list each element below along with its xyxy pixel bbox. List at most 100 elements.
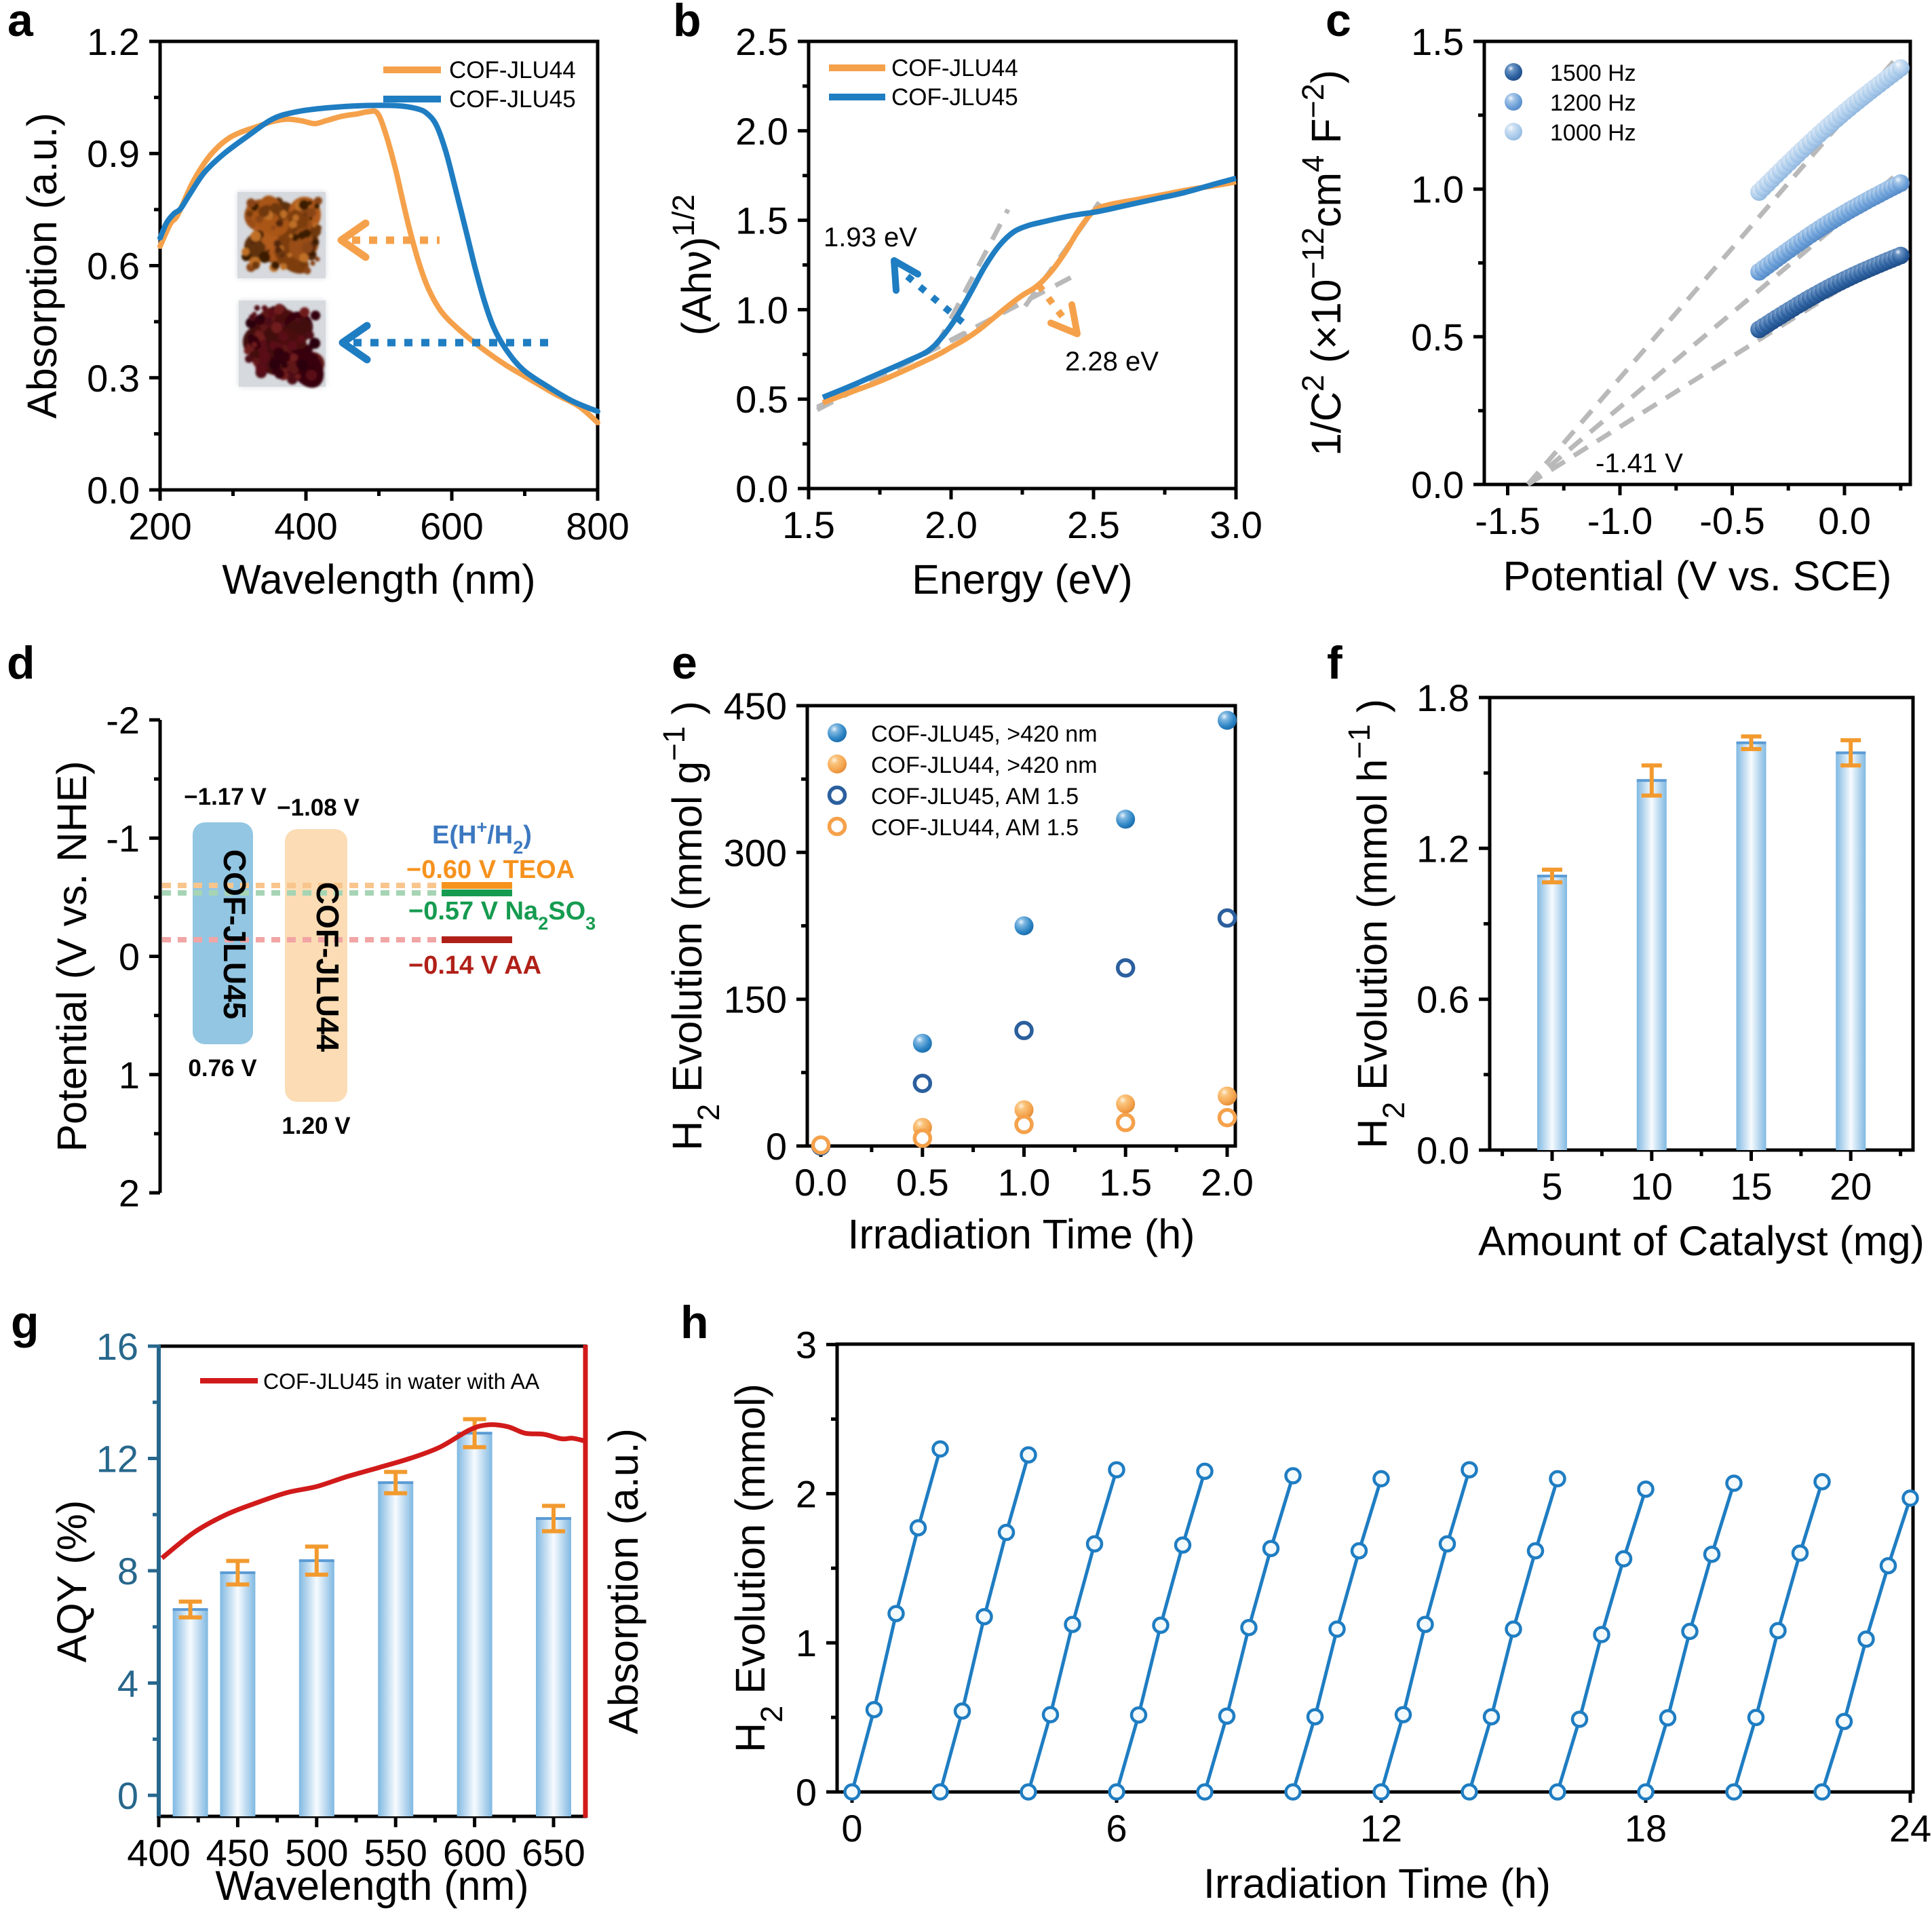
svg-text:2.0: 2.0 [925,503,978,546]
svg-text:2.5: 2.5 [1067,503,1120,546]
svg-text:1.0: 1.0 [735,288,788,331]
svg-text:150: 150 [724,978,787,1021]
svg-text:18: 18 [1625,1807,1667,1850]
svg-text:20: 20 [1830,1165,1872,1208]
svg-text:6: 6 [1106,1807,1127,1850]
svg-text:1.5: 1.5 [735,199,788,242]
svg-text:5: 5 [1541,1165,1562,1208]
svg-text:12: 12 [1360,1807,1402,1850]
svg-text:16: 16 [96,1325,138,1368]
svg-text:1.5: 1.5 [782,503,835,546]
svg-text:12: 12 [96,1438,138,1481]
svg-text:200: 200 [128,505,191,548]
svg-text:−1.08 V: −1.08 V [277,795,360,821]
svg-text:COF-JLU44: COF-JLU44 [449,57,576,83]
svg-text:2.0: 2.0 [1201,1161,1254,1204]
svg-text:g: g [11,1297,39,1348]
svg-text:Energy (eV): Energy (eV) [912,556,1132,603]
svg-text:Wavelength (nm): Wavelength (nm) [222,556,535,603]
svg-text:0.0: 0.0 [794,1161,847,1204]
svg-text:450: 450 [206,1831,269,1874]
svg-text:b: b [673,0,701,46]
svg-text:Irradiation Time (h): Irradiation Time (h) [1203,1860,1551,1907]
svg-text:Irradiation Time (h): Irradiation Time (h) [848,1211,1195,1257]
svg-text:15: 15 [1730,1165,1772,1208]
svg-text:COF-JLU45: COF-JLU45 [449,86,576,113]
svg-text:1.5: 1.5 [1099,1161,1152,1204]
svg-text:Amount of Catalyst (mg): Amount of Catalyst (mg) [1478,1218,1925,1264]
svg-text:COF-JLU44: COF-JLU44 [310,882,345,1052]
svg-text:Wavelength (nm): Wavelength (nm) [215,1863,528,1909]
svg-text:COF-JLU44, AM 1.5: COF-JLU44, AM 1.5 [871,815,1079,841]
svg-text:3.0: 3.0 [1210,503,1262,546]
svg-text:1.8: 1.8 [1416,676,1469,719]
svg-text:2: 2 [119,1172,140,1215]
svg-text:600: 600 [443,1831,506,1874]
svg-text:0: 0 [117,1774,138,1817]
svg-text:Potential (V vs. NHE): Potential (V vs. NHE) [49,761,95,1151]
svg-text:-1.41 V: -1.41 V [1596,448,1683,478]
svg-text:0.0: 0.0 [735,467,788,510]
svg-text:1200 Hz: 1200 Hz [1550,90,1636,116]
svg-text:2: 2 [796,1472,817,1515]
svg-text:1.2: 1.2 [1416,827,1469,870]
svg-text:1.0: 1.0 [1411,168,1464,211]
svg-text:4: 4 [117,1662,138,1705]
svg-text:8: 8 [117,1550,138,1592]
svg-text:-1.0: -1.0 [1587,499,1653,542]
svg-text:−1.17 V: −1.17 V [184,784,267,810]
svg-text:COF-JLU45: COF-JLU45 [891,84,1018,111]
svg-text:0.6: 0.6 [1416,978,1469,1021]
svg-text:1: 1 [796,1622,817,1664]
svg-text:1500 Hz: 1500 Hz [1550,60,1636,86]
svg-text:COF-JLU44: COF-JLU44 [891,55,1018,81]
svg-text:550: 550 [364,1831,427,1874]
svg-text:1.0: 1.0 [998,1161,1051,1204]
svg-text:24: 24 [1889,1807,1931,1850]
svg-text:Absorption (a.u.): Absorption (a.u.) [600,1428,646,1734]
svg-text:1.2: 1.2 [87,20,140,63]
svg-text:1.5: 1.5 [1411,20,1464,63]
svg-text:-1: -1 [106,817,140,860]
svg-text:0: 0 [796,1771,817,1814]
svg-text:1: 1 [119,1054,140,1096]
svg-text:0.9: 0.9 [87,132,140,175]
svg-text:400: 400 [274,505,337,548]
svg-text:1000 Hz: 1000 Hz [1550,120,1636,146]
svg-text:1.20 V: 1.20 V [282,1113,351,1139]
svg-text:c: c [1326,0,1351,46]
svg-text:2.5: 2.5 [735,20,788,63]
svg-text:AQY (%): AQY (%) [49,1500,95,1663]
svg-text:-0.5: -0.5 [1699,499,1765,542]
svg-text:10: 10 [1631,1165,1673,1208]
svg-text:0.0: 0.0 [1411,463,1464,506]
svg-text:f: f [1327,637,1342,689]
svg-text:2.0: 2.0 [735,110,788,153]
svg-text:-2: -2 [106,699,140,742]
svg-text:3: 3 [796,1324,817,1367]
svg-text:0: 0 [119,936,140,978]
svg-text:a: a [7,0,34,46]
svg-text:−0.14 V AA: −0.14 V AA [408,951,541,980]
svg-text:0.0: 0.0 [87,469,140,512]
svg-text:0: 0 [841,1807,862,1850]
svg-text:0.6: 0.6 [87,245,140,288]
svg-text:0.5: 0.5 [1411,316,1464,358]
svg-text:1.93 eV: 1.93 eV [824,223,917,252]
svg-text:0.5: 0.5 [896,1161,949,1204]
svg-text:h: h [680,1297,709,1348]
svg-text:0.0: 0.0 [1416,1129,1469,1172]
svg-text:500: 500 [285,1831,348,1874]
svg-text:0: 0 [766,1125,787,1168]
svg-text:0.5: 0.5 [735,378,788,421]
svg-text:COF-JLU45: COF-JLU45 [217,849,252,1019]
svg-text:-1.5: -1.5 [1475,499,1541,542]
svg-text:0.0: 0.0 [1818,499,1871,542]
svg-text:d: d [7,637,35,689]
svg-text:e: e [672,637,697,689]
svg-text:650: 650 [522,1831,585,1874]
svg-text:0.76 V: 0.76 V [188,1055,257,1082]
svg-text:800: 800 [566,505,629,548]
svg-text:COF-JLU45 in water with AA: COF-JLU45 in water with AA [263,1369,540,1394]
svg-text:600: 600 [420,505,483,548]
